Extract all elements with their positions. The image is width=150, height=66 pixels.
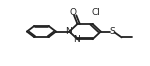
- Text: N: N: [74, 35, 80, 44]
- Text: O: O: [69, 8, 76, 17]
- Text: Cl: Cl: [91, 8, 100, 17]
- Text: N: N: [65, 27, 72, 36]
- Text: S: S: [110, 27, 115, 36]
